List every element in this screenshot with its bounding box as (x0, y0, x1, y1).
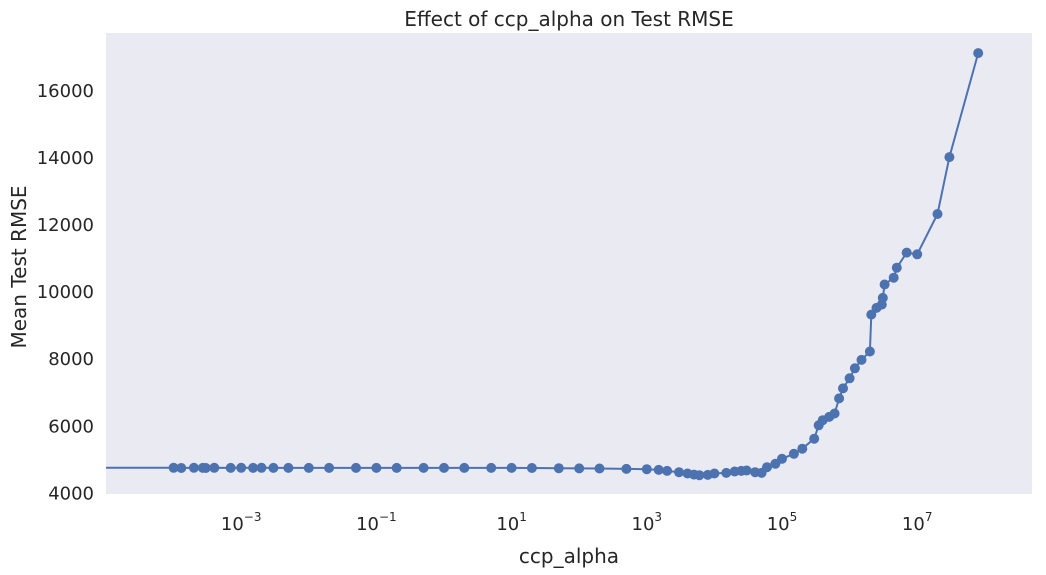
data-point (856, 354, 867, 365)
data-point (834, 393, 845, 404)
data-point (844, 373, 855, 384)
data-point (209, 462, 220, 473)
data-point (662, 465, 673, 476)
data-point (268, 462, 279, 473)
data-point (788, 448, 799, 459)
chart-title: Effect of ccp_alpha on Test RMSE (404, 7, 734, 31)
y-tick-label: 8000 (48, 349, 94, 370)
data-point (944, 152, 955, 163)
x-tick-label: 103 (632, 510, 663, 535)
y-tick-label: 12000 (37, 215, 94, 236)
data-point (891, 262, 902, 273)
data-point (809, 433, 820, 444)
data-point (912, 249, 923, 260)
data-point (877, 292, 888, 303)
data-point (901, 247, 912, 258)
data-point (324, 462, 335, 473)
data-point (236, 462, 247, 473)
data-point (486, 462, 497, 473)
data-point (709, 468, 720, 479)
data-point (283, 462, 294, 473)
data-point (418, 462, 429, 473)
data-point (594, 463, 605, 474)
y-tick-labels: 4000 6000 8000 10000 12000 14000 16000 (37, 81, 94, 504)
data-point (973, 48, 984, 59)
data-point (506, 462, 517, 473)
data-point (459, 462, 470, 473)
data-point (888, 272, 899, 283)
x-tick-label: 101 (496, 510, 527, 535)
data-point (439, 462, 449, 473)
data-point (694, 470, 705, 481)
data-point (391, 462, 402, 473)
y-tick-label: 16000 (37, 81, 94, 102)
x-tick-label: 107 (902, 510, 933, 535)
data-point (932, 209, 943, 219)
data-point (351, 462, 361, 473)
data-point (176, 463, 187, 473)
x-tick-label: 105 (767, 510, 798, 535)
data-point (849, 363, 860, 374)
data-point (674, 467, 684, 478)
y-tick-label: 14000 (37, 148, 94, 169)
y-axis-label: Mean Test RMSE (7, 185, 31, 348)
y-tick-label: 4000 (48, 483, 94, 504)
data-point (621, 463, 632, 474)
y-tick-label: 10000 (37, 282, 94, 303)
data-point (248, 462, 259, 473)
data-point (200, 463, 211, 473)
x-tick-labels: 10−3 10−1 101 103 105 107 (221, 510, 933, 535)
data-point (526, 463, 537, 473)
data-point (777, 453, 787, 464)
data-point (653, 464, 664, 475)
data-point (225, 462, 236, 473)
data-point (574, 463, 585, 474)
data-point (864, 346, 875, 357)
data-point (371, 462, 382, 473)
series-layer (106, 48, 984, 481)
x-tick-label: 10−1 (356, 510, 397, 535)
data-point (838, 383, 848, 394)
data-point (168, 462, 179, 473)
data-point (553, 463, 564, 474)
data-point (188, 462, 199, 473)
data-point (721, 467, 732, 478)
data-point (797, 443, 808, 454)
plot-area (106, 33, 1032, 494)
data-point (256, 462, 267, 473)
x-axis-label: ccp_alpha (519, 544, 619, 568)
data-point (829, 408, 840, 419)
y-tick-label: 6000 (48, 416, 94, 437)
data-point (762, 462, 772, 473)
data-point (879, 279, 890, 290)
data-point (641, 464, 652, 475)
data-point (303, 462, 314, 473)
data-point (741, 465, 752, 476)
x-tick-label: 10−3 (221, 510, 262, 535)
